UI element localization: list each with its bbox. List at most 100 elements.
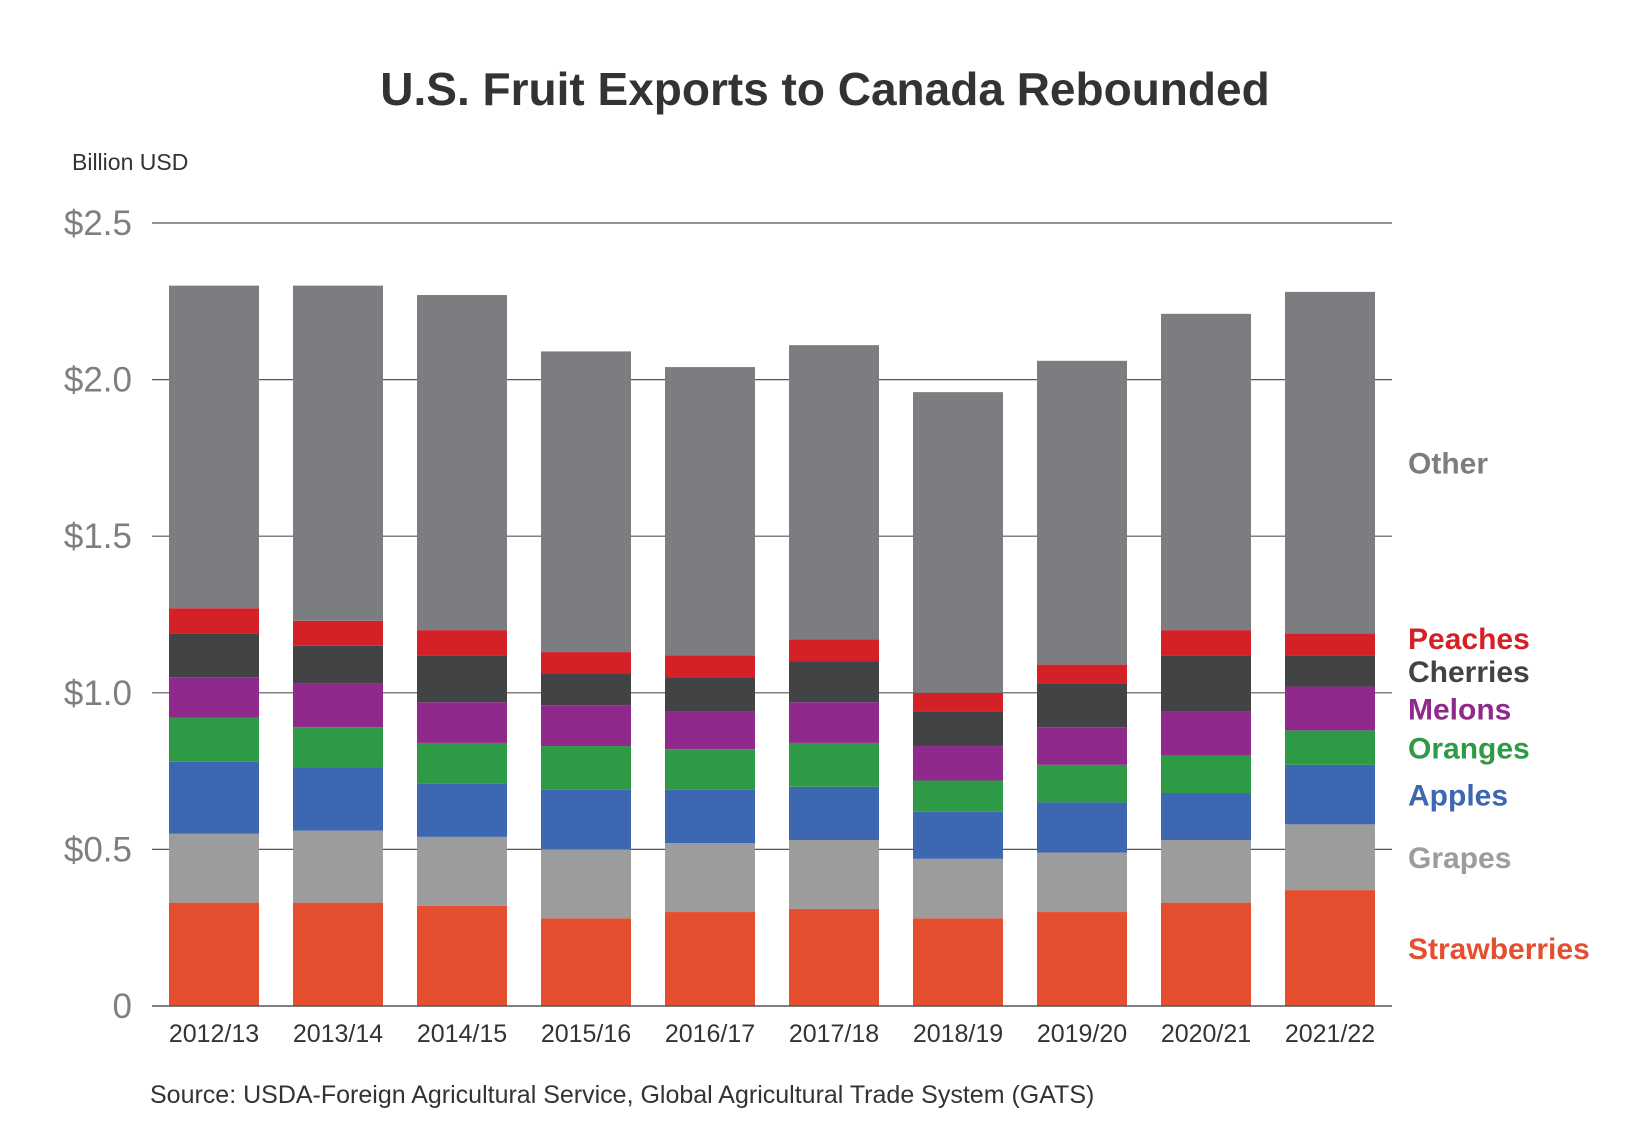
x-tick-label: 2017/18 bbox=[789, 1020, 879, 1048]
bar-segment-apples bbox=[1161, 793, 1251, 841]
legend: Strawberries Grapes Apples Oranges Melons Che… bbox=[1408, 448, 1590, 966]
bar-segment-other bbox=[789, 345, 879, 640]
source-note: Source: USDA-Foreign Agricultural Servic… bbox=[150, 1081, 1094, 1109]
bar-segment-other bbox=[541, 351, 631, 653]
bar-segment-other bbox=[169, 285, 259, 609]
bar-segment-cherries bbox=[293, 645, 383, 684]
bar-segment-cherries bbox=[1161, 655, 1251, 712]
legend-label-grapes: Grapes bbox=[1408, 842, 1511, 875]
bar-segment-grapes bbox=[293, 830, 383, 903]
legend-label-peaches: Peaches bbox=[1408, 623, 1530, 656]
bar-segment-peaches bbox=[665, 655, 755, 678]
bar-segment-oranges bbox=[417, 742, 507, 784]
bar-segment-strawberries bbox=[169, 902, 259, 1006]
bar-segment-melons bbox=[1037, 727, 1127, 765]
bar-segment-oranges bbox=[665, 749, 755, 790]
bar-segment-melons bbox=[1161, 711, 1251, 756]
x-tick-label: 2018/19 bbox=[913, 1020, 1003, 1048]
bar-segment-other bbox=[293, 285, 383, 621]
bar-segment-grapes bbox=[1285, 824, 1375, 891]
bar-segment-strawberries bbox=[665, 912, 755, 1006]
bar-stack bbox=[665, 367, 755, 1006]
bar-segment-cherries bbox=[789, 661, 879, 703]
bar-segment-cherries bbox=[169, 633, 259, 678]
bar-segment-strawberries bbox=[1285, 890, 1375, 1006]
x-tick-label: 2014/15 bbox=[417, 1020, 507, 1048]
x-tick-label: 2021/22 bbox=[1285, 1020, 1375, 1048]
bar-segment-peaches bbox=[1161, 630, 1251, 656]
bar-segment-apples bbox=[1037, 802, 1127, 853]
bar-segment-grapes bbox=[665, 843, 755, 913]
x-tick-label: 2016/17 bbox=[665, 1020, 755, 1048]
bar-segment-oranges bbox=[913, 780, 1003, 812]
bar-segment-grapes bbox=[1161, 840, 1251, 903]
bar-segment-strawberries bbox=[1037, 912, 1127, 1006]
bar-segment-oranges bbox=[293, 727, 383, 768]
bar-segment-melons bbox=[789, 702, 879, 743]
bar-segment-apples bbox=[417, 783, 507, 837]
bar-segment-other bbox=[1285, 291, 1375, 634]
bar-segment-melons bbox=[541, 705, 631, 747]
bar-segment-oranges bbox=[1037, 764, 1127, 803]
bar-stack bbox=[417, 295, 507, 1006]
bar-segment-oranges bbox=[1161, 755, 1251, 794]
y-tick-label: $1.5 bbox=[64, 517, 132, 556]
bar-segment-peaches bbox=[541, 652, 631, 675]
bar-segment-other bbox=[913, 392, 1003, 693]
y-tick-label: 0 bbox=[113, 987, 132, 1026]
y-tick-label: $1.0 bbox=[64, 674, 132, 713]
bar-segment-peaches bbox=[789, 639, 879, 662]
bar-segment-cherries bbox=[417, 655, 507, 703]
y-tick-label: $2.5 bbox=[64, 204, 132, 243]
bar-segment-apples bbox=[665, 789, 755, 844]
bar-segment-cherries bbox=[913, 711, 1003, 747]
x-tick-label: 2015/16 bbox=[541, 1020, 631, 1048]
y-tick-label: $2.0 bbox=[64, 361, 132, 400]
bar-segment-cherries bbox=[665, 677, 755, 712]
bar-segment-peaches bbox=[1285, 633, 1375, 656]
stacked-bars bbox=[169, 285, 1375, 1006]
bar-segment-peaches bbox=[913, 692, 1003, 712]
legend-label-cherries: Cherries bbox=[1408, 656, 1530, 689]
bar-stack bbox=[541, 351, 631, 1006]
bar-segment-peaches bbox=[293, 620, 383, 646]
bar-segment-cherries bbox=[1285, 655, 1375, 687]
bar-segment-melons bbox=[293, 683, 383, 728]
bar-segment-apples bbox=[169, 761, 259, 834]
legend-label-strawberries: Strawberries bbox=[1408, 933, 1590, 966]
bar-segment-melons bbox=[1285, 686, 1375, 731]
bar-segment-apples bbox=[913, 811, 1003, 859]
bar-segment-grapes bbox=[1037, 852, 1127, 913]
bar-stack bbox=[1285, 291, 1375, 1006]
y-tick-label: $0.5 bbox=[64, 830, 132, 869]
bar-segment-other bbox=[1161, 313, 1251, 631]
bar-segment-strawberries bbox=[293, 902, 383, 1006]
legend-label-other: Other bbox=[1408, 448, 1488, 481]
y-axis-unit-label: Billion USD bbox=[72, 149, 188, 175]
y-axis-tick-labels: 0 $0.5 $1.0 $1.5 $2.0 $2.5 bbox=[64, 204, 132, 1026]
bar-segment-peaches bbox=[1037, 664, 1127, 684]
bar-segment-peaches bbox=[417, 630, 507, 656]
bar-segment-other bbox=[1037, 360, 1127, 665]
bar-segment-other bbox=[417, 295, 507, 631]
bar-segment-melons bbox=[169, 677, 259, 718]
bar-segment-strawberries bbox=[417, 905, 507, 1006]
x-tick-label: 2012/13 bbox=[169, 1020, 259, 1048]
bar-segment-peaches bbox=[169, 608, 259, 634]
legend-label-apples: Apples bbox=[1408, 780, 1508, 813]
bar-stack bbox=[293, 285, 383, 1006]
x-tick-label: 2013/14 bbox=[293, 1020, 383, 1048]
bar-segment-strawberries bbox=[913, 918, 1003, 1006]
bar-segment-melons bbox=[665, 711, 755, 750]
bar-segment-other bbox=[665, 367, 755, 656]
bar-stack bbox=[1037, 360, 1127, 1006]
bar-segment-grapes bbox=[169, 833, 259, 903]
bar-segment-cherries bbox=[1037, 683, 1127, 728]
bar-segment-strawberries bbox=[789, 908, 879, 1006]
bar-segment-melons bbox=[417, 702, 507, 743]
legend-label-oranges: Oranges bbox=[1408, 733, 1530, 766]
bar-stack bbox=[913, 392, 1003, 1006]
bar-segment-strawberries bbox=[541, 918, 631, 1006]
chart-title: U.S. Fruit Exports to Canada Rebounded bbox=[380, 63, 1269, 115]
